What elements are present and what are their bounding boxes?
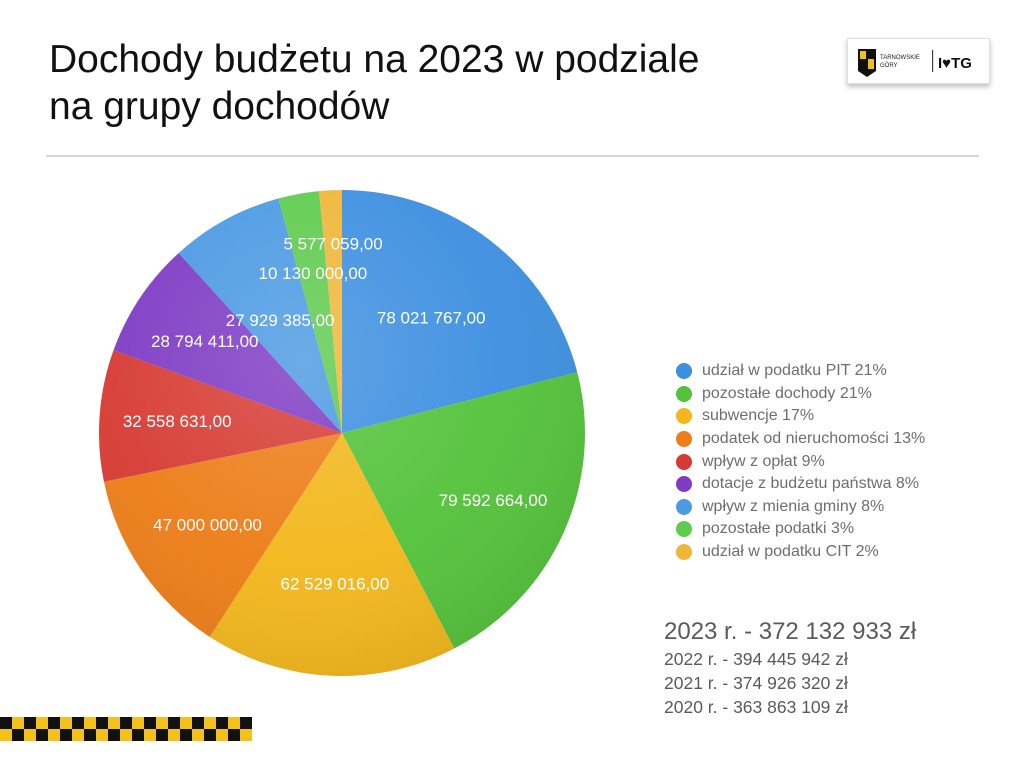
- legend-item: wpływ z opłat 9%: [676, 450, 925, 473]
- checker-square: [24, 717, 36, 729]
- checker-square: [228, 717, 240, 729]
- checker-square: [144, 729, 156, 741]
- chart-legend: udział w podatku PIT 21% pozostałe dochod…: [676, 360, 925, 563]
- title-divider: [46, 155, 979, 157]
- checker-square: [24, 729, 36, 741]
- legend-item: wpływ z mienia gminy 8%: [676, 496, 925, 519]
- checker-square: [12, 729, 24, 741]
- slice-value-label: 78 021 767,00: [377, 309, 486, 328]
- checker-square: [228, 729, 240, 741]
- checker-square: [120, 717, 132, 729]
- checker-square: [132, 717, 144, 729]
- legend-item: subwencje 17%: [676, 405, 925, 428]
- legend-swatch-icon: [676, 544, 692, 561]
- legend-label: subwencje 17%: [702, 407, 815, 425]
- checker-square: [180, 717, 192, 729]
- legend-swatch-icon: [676, 453, 692, 470]
- total-2021: 2021 r. - 374 926 320 zł: [664, 673, 848, 693]
- city-logo: TARNOWSKIE GÓRY I♥TG: [847, 38, 990, 84]
- checker-decoration: [0, 717, 252, 741]
- legend-swatch-icon: [676, 363, 692, 380]
- legend-swatch-icon: [676, 408, 692, 425]
- checker-square: [132, 729, 144, 741]
- checker-square: [96, 717, 108, 729]
- checker-square: [156, 729, 168, 741]
- legend-item: dotacje z budżetu państwa 8%: [676, 473, 925, 496]
- slice-value-label: 62 529 016,00: [280, 574, 389, 593]
- checker-square: [84, 717, 96, 729]
- legend-label: pozostałe podatki 3%: [702, 520, 855, 538]
- checker-square: [72, 729, 84, 741]
- legend-item: udział w podatku PIT 21%: [676, 360, 925, 383]
- legend-label: podatek od nieruchomości 13%: [702, 430, 926, 448]
- legend-swatch-icon: [676, 385, 692, 402]
- slice-value-label: 27 929 385,00: [226, 311, 335, 330]
- legend-item: pozostałe dochody 21%: [676, 383, 925, 406]
- checker-square: [144, 717, 156, 729]
- checker-square: [84, 729, 96, 741]
- checker-square: [120, 729, 132, 741]
- checker-square: [240, 717, 252, 729]
- checker-square: [0, 729, 12, 741]
- legend-swatch-icon: [676, 476, 692, 493]
- checker-square: [192, 729, 204, 741]
- legend-label: udział w podatku CIT 2%: [702, 543, 879, 561]
- checker-square: [156, 717, 168, 729]
- checker-square: [96, 729, 108, 741]
- checker-square: [216, 717, 228, 729]
- checker-square: [108, 717, 120, 729]
- checker-square: [36, 717, 48, 729]
- slice-value-label: 10 130 000,00: [259, 264, 368, 283]
- checker-square: [168, 717, 180, 729]
- slice-value-label: 28 794 411,00: [151, 332, 258, 351]
- logo-text-1: TARNOWSKIE: [880, 55, 920, 61]
- slide-title: Dochody budżetu na 2023 w podziale na gr…: [49, 36, 809, 130]
- legend-label: udział w podatku PIT 21%: [702, 362, 887, 380]
- checker-square: [60, 729, 72, 741]
- legend-swatch-icon: [676, 498, 692, 515]
- checker-square: [48, 717, 60, 729]
- checker-square: [48, 729, 60, 741]
- legend-swatch-icon: [676, 521, 692, 538]
- budget-totals: 2023 r. - 372 132 933 zł 2022 r. - 394 4…: [664, 617, 916, 719]
- legend-label: pozostałe dochody 21%: [702, 384, 872, 402]
- legend-label: wpływ z mienia gminy 8%: [702, 497, 885, 515]
- checker-square: [0, 717, 12, 729]
- logo-text-2: GÓRY: [880, 62, 898, 69]
- legend-label: dotacje z budżetu państwa 8%: [702, 475, 920, 493]
- coat-of-arms-icon: [858, 49, 876, 77]
- checker-square: [12, 717, 24, 729]
- logo-itg-text: I♥TG: [938, 55, 972, 72]
- checker-square: [36, 729, 48, 741]
- slide-title-line-1: Dochody budżetu na 2023 w podziale: [49, 38, 700, 81]
- checker-square: [180, 729, 192, 741]
- legend-item: udział w podatku CIT 2%: [676, 541, 925, 564]
- legend-label: wpływ z opłat 9%: [702, 452, 825, 470]
- checker-square: [204, 717, 216, 729]
- checker-square: [240, 729, 252, 741]
- slice-value-label: 79 592 664,00: [439, 491, 548, 510]
- total-2020: 2020 r. - 363 863 109 zł: [664, 697, 848, 717]
- slice-value-label: 5 577 059,00: [283, 235, 382, 254]
- checker-square: [204, 729, 216, 741]
- total-2023: 2023 r. - 372 132 933 zł: [664, 618, 917, 645]
- legend-swatch-icon: [676, 431, 692, 448]
- checker-square: [192, 717, 204, 729]
- checker-square: [72, 717, 84, 729]
- legend-item: podatek od nieruchomości 13%: [676, 428, 925, 451]
- checker-square: [108, 729, 120, 741]
- total-2022: 2022 r. - 394 445 942 zł: [664, 649, 848, 669]
- slide-title-line-2: na grupy dochodów: [49, 85, 390, 128]
- checker-square: [168, 729, 180, 741]
- checker-square: [60, 717, 72, 729]
- checker-square: [216, 729, 228, 741]
- slice-value-label: 32 558 631,00: [123, 412, 232, 431]
- slice-value-label: 47 000 000,00: [153, 516, 262, 535]
- legend-item: pozostałe podatki 3%: [676, 518, 925, 541]
